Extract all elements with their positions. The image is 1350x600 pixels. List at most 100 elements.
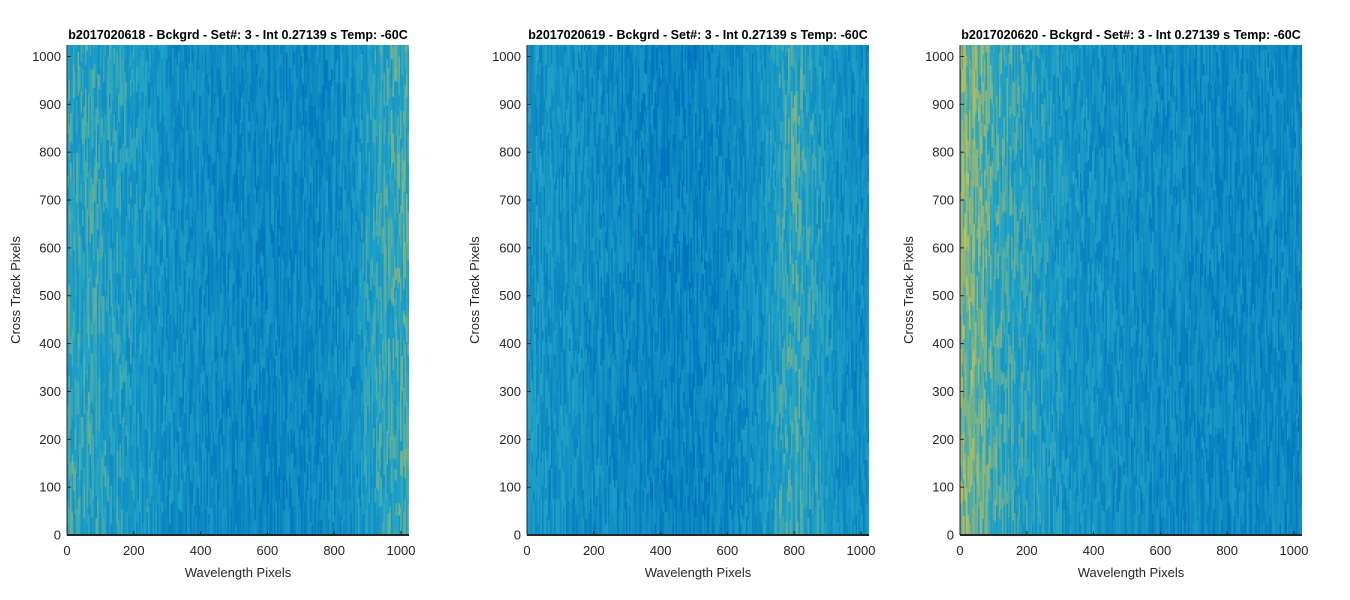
heatmap-cell (220, 110, 223, 141)
heatmap-cell (362, 433, 365, 445)
heatmap-cell (223, 200, 226, 226)
heatmap-cell (173, 508, 176, 535)
heatmap-cell (308, 403, 311, 427)
heatmap-cell (128, 45, 131, 58)
heatmap-cell (263, 367, 266, 400)
heatmap-cell (178, 419, 181, 432)
heatmap-cell (259, 432, 262, 445)
heatmap-cell (340, 524, 343, 535)
heatmap-cell (322, 247, 325, 270)
heatmap-cell (143, 458, 146, 476)
heatmap-cell (82, 416, 85, 448)
heatmap-cell (239, 64, 242, 84)
heatmap-cell (385, 169, 388, 188)
heatmap-cell (406, 256, 409, 289)
heatmap-cell (236, 448, 239, 471)
heatmap-cell (221, 45, 224, 57)
heatmap-cell (355, 285, 358, 299)
heatmap-cell (157, 515, 160, 535)
heatmap-cell (293, 258, 296, 273)
heatmap-cell (530, 68, 533, 106)
heatmap-cell (242, 124, 245, 138)
heatmap-cell (358, 104, 361, 144)
heatmap-cell (136, 288, 139, 303)
heatmap-cell (197, 339, 200, 371)
heatmap-cell (247, 378, 250, 399)
heatmap-cell (209, 507, 212, 535)
heatmap-cell (244, 60, 247, 78)
heatmap-cell (343, 328, 346, 363)
heatmap-cell (239, 311, 242, 348)
heatmap-cell (329, 417, 332, 440)
heatmap-cell (109, 161, 112, 194)
heatmap-cell (233, 98, 236, 137)
heatmap-cell (202, 512, 205, 535)
heatmap-cell (193, 129, 196, 149)
heatmap-cell (317, 419, 320, 444)
heatmap-cell (326, 294, 329, 332)
heatmap-cell (283, 261, 286, 279)
heatmap-cell (335, 309, 338, 346)
heatmap-cell (313, 254, 316, 289)
heatmap-cell (253, 316, 256, 337)
heatmap-cell (367, 376, 370, 396)
heatmap-cell (115, 111, 118, 131)
heatmap-cell (527, 424, 530, 453)
heatmap-cell (227, 306, 230, 329)
heatmap-cell (353, 338, 356, 368)
heatmap-cell (362, 339, 365, 375)
heatmap-cell (367, 235, 370, 260)
heatmap-cell (292, 451, 295, 472)
heatmap-cell (101, 443, 104, 457)
heatmap-cell (206, 375, 209, 414)
heatmap-cell (241, 440, 244, 457)
heatmap-cell (268, 147, 271, 169)
heatmap-cell (238, 45, 241, 55)
heatmap-cell (98, 143, 101, 169)
heatmap-cell (283, 395, 286, 422)
heatmap-cell (397, 287, 400, 315)
heatmap-cell (155, 511, 158, 535)
heatmap-cell (335, 157, 338, 176)
heatmap-cell (262, 433, 265, 469)
heatmap-cell (197, 209, 200, 247)
heatmap-cell (208, 207, 211, 231)
heatmap-cell (118, 45, 121, 59)
heatmap-cell (283, 327, 286, 348)
heatmap-cell (257, 292, 260, 326)
heatmap-cell (179, 185, 182, 224)
heatmap-cell (76, 472, 79, 509)
heatmap-cell (307, 120, 310, 157)
heatmap-cell (187, 442, 190, 473)
heatmap-cell (260, 98, 263, 114)
heatmap-cell (202, 384, 205, 410)
heatmap-cell (251, 352, 254, 380)
heatmap-cell (242, 476, 245, 507)
heatmap-cell (265, 365, 268, 403)
heatmap-cell (167, 93, 170, 131)
heatmap-cell (356, 162, 359, 177)
heatmap-cell (322, 513, 325, 535)
heatmap-cell (211, 296, 214, 320)
heatmap-cell (353, 65, 356, 87)
heatmap-cell (382, 90, 385, 122)
heatmap-cell (185, 68, 188, 108)
heatmap-cell (208, 288, 211, 316)
heatmap-cell (364, 335, 367, 360)
heatmap-cell (109, 314, 112, 345)
heatmap-cell (386, 493, 389, 522)
heatmap-cell (527, 71, 530, 100)
heatmap-cell (67, 499, 70, 526)
heatmap-cell (341, 375, 344, 387)
heatmap-cell (68, 442, 71, 480)
heatmap-cell (352, 509, 355, 535)
heatmap-cell (196, 257, 199, 281)
heatmap-cell (397, 116, 400, 154)
heatmap-cell (106, 175, 109, 189)
heatmap-cell (202, 408, 205, 443)
heatmap-cell (317, 72, 320, 96)
heatmap-cell (272, 149, 275, 166)
heatmap-cell (86, 45, 89, 51)
heatmap-cell (227, 57, 230, 95)
heatmap-cell (154, 384, 157, 397)
